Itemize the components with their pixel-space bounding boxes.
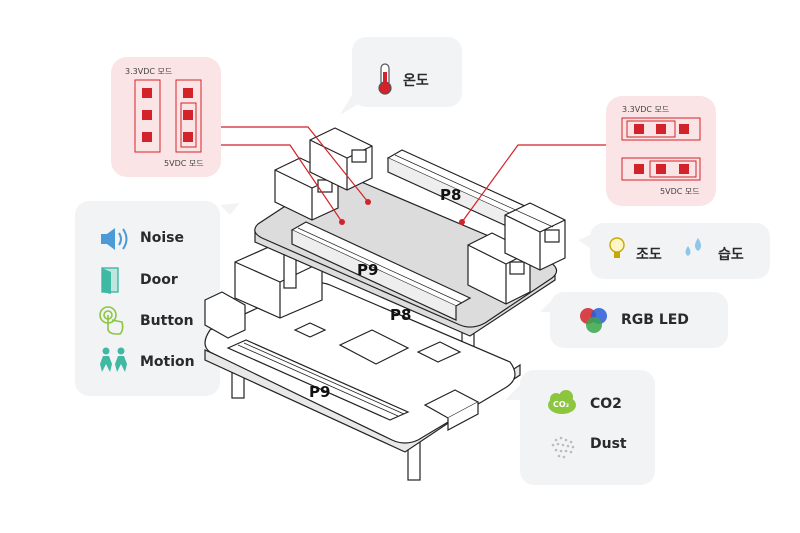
jumper-diagram-right: [621, 117, 701, 181]
dust-icon: [551, 436, 575, 459]
light-label: 조도: [636, 247, 662, 263]
jumper-left-bottom-label: 5VDC 모드: [164, 159, 204, 168]
bottom-p8-label: P8: [390, 306, 412, 324]
top-p8-label: P8: [440, 186, 462, 204]
lightbulb-icon: [609, 237, 625, 258]
lower-p9-pins: [237, 342, 405, 417]
thermometer-icon: [378, 63, 392, 95]
people-icon: [100, 347, 127, 372]
jumper-right-bottom-label: 5VDC 모드: [660, 187, 700, 196]
speaker-icon: [101, 228, 128, 250]
droplets-icon: [685, 238, 701, 256]
upper-board: [254, 127, 566, 337]
co2-label: CO2: [590, 396, 622, 412]
dust-label: Dust: [590, 436, 627, 452]
jumper-right-top-label: 3.3VDC 모드: [622, 105, 670, 114]
touch-icon: [99, 306, 124, 335]
jumper-left-top-label: 3.3VDC 모드: [125, 67, 173, 76]
leader-dots: [339, 199, 465, 225]
rgb-label: RGB LED: [621, 312, 689, 328]
co2-icon-text: CO₂: [553, 400, 570, 409]
temperature-label: 온도: [403, 73, 429, 89]
top-p9-label: P9: [357, 261, 379, 279]
button-label: Button: [140, 313, 194, 329]
door-label: Door: [140, 272, 178, 288]
jumper-card-left: [111, 57, 221, 177]
air-quality-card: [520, 370, 655, 485]
temperature-card: [352, 37, 462, 107]
lower-board: [204, 241, 521, 481]
leader-lines: [221, 126, 606, 223]
jumper-card-right: [606, 96, 716, 206]
input-sensors-card: [75, 201, 220, 396]
noise-label: Noise: [140, 230, 184, 246]
jumper-diagram-left: [134, 79, 202, 153]
bottom-p9-label: P9: [309, 383, 331, 401]
rgb-card: [550, 292, 728, 348]
upper-pin-rows: [297, 154, 554, 304]
rgb-circles-icon: [580, 308, 607, 333]
motion-label: Motion: [140, 354, 195, 370]
humidity-label: 습도: [718, 247, 744, 263]
door-icon: [101, 267, 119, 294]
co2-cloud-icon: [548, 390, 576, 414]
